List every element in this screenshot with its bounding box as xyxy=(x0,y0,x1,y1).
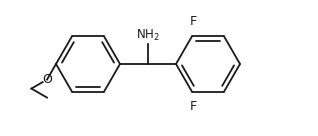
Text: O: O xyxy=(42,73,52,86)
Text: F: F xyxy=(190,15,197,28)
Text: F: F xyxy=(190,100,197,113)
Text: NH$_2$: NH$_2$ xyxy=(136,28,160,43)
